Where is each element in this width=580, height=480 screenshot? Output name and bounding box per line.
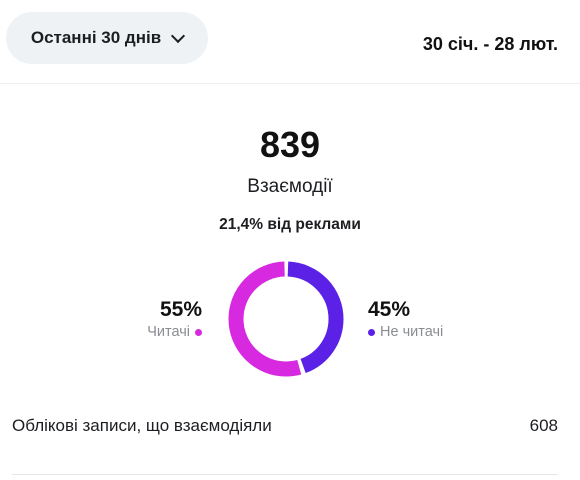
non-followers-arc (228, 261, 344, 377)
followers-arc (228, 261, 344, 377)
non-followers-stat: 45% Не читачі (368, 298, 488, 340)
followers-dot-icon (195, 328, 202, 336)
ads-share-text: 21,4% від реклами (219, 216, 361, 233)
non-followers-label: Не читачі (380, 324, 444, 340)
period-selector-button[interactable]: Останні 30 днів (6, 12, 208, 64)
non-followers-legend: Не читачі (368, 324, 488, 340)
followers-percent: 55% (159, 298, 202, 321)
followers-donut-chart (228, 261, 344, 377)
chevron-down-icon (171, 28, 186, 43)
header: Останні 30 днів 30 січ. - 28 лют. (0, 0, 580, 84)
row-divider (12, 474, 558, 475)
accounts-engaged-row[interactable]: Облікові записи, що взаємодіяли 608 (12, 416, 558, 436)
followers-legend: Читачі (110, 324, 202, 340)
followers-label: Читачі (147, 324, 190, 340)
period-selector-label: Останні 30 днів (30, 28, 162, 47)
header-divider (0, 83, 580, 84)
non-followers-percent: 45% (368, 298, 411, 321)
interactions-label: Взаємодії (247, 176, 333, 197)
followers-stat: 55% Читачі (110, 298, 202, 340)
date-range: 30 січ. - 28 лют. (422, 34, 558, 54)
accounts-engaged-label: Облікові записи, що взаємодіяли (12, 416, 272, 435)
non-followers-dot-icon (368, 328, 375, 336)
accounts-engaged-value: 608 (529, 416, 558, 435)
interactions-count: 839 (259, 124, 321, 165)
